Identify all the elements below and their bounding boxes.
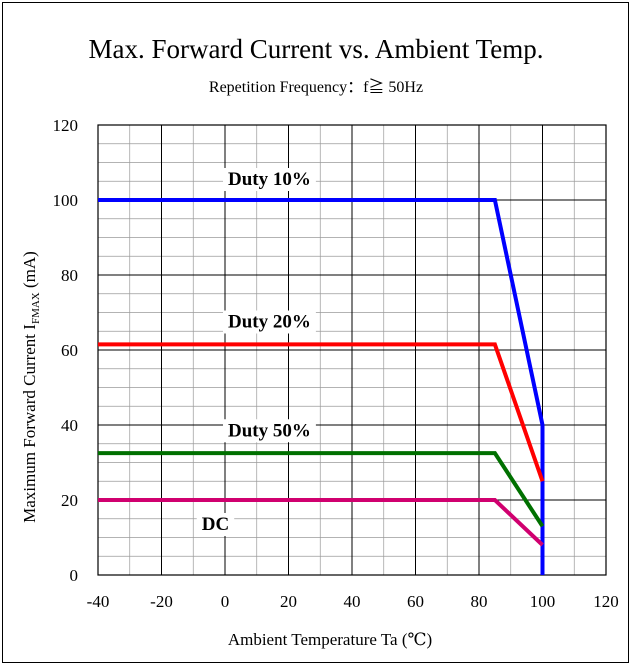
x-tick-label: 20 [280, 592, 297, 611]
x-axis-ticks: -40 -20 0 20 40 60 80 100 120 [87, 592, 619, 611]
y-axis-label-unit: (mA) [20, 251, 39, 292]
series-lines [98, 198, 545, 575]
series-label-background [223, 168, 316, 191]
series-label: Duty 20% [228, 312, 311, 333]
series-label-background [223, 419, 316, 443]
chart-title: Max. Forward Current vs. Ambient Temp. [88, 34, 543, 64]
series-line [98, 498, 544, 547]
x-tick-label: 100 [530, 592, 556, 611]
y-tick-label: 60 [61, 341, 78, 360]
series-line [98, 198, 545, 575]
plot-area [97, 124, 607, 576]
series-label: Duty 10% [228, 169, 311, 190]
y-axis-label-subscript: FMAX [30, 292, 42, 324]
x-axis-label: Ambient Temperature Ta (℃) [228, 630, 432, 649]
series-line [98, 451, 545, 528]
y-axis-label-main: Maximum Forward Current I [20, 324, 39, 523]
y-axis-label: Maximum Forward Current IFMAX (mA) [20, 251, 42, 523]
x-tick-label: -20 [150, 592, 173, 611]
x-tick-label: 60 [407, 592, 424, 611]
series-line [98, 342, 545, 482]
chart-subtitle: Repetition Frequency：f≧ 50Hz [209, 78, 423, 96]
y-tick-label: 100 [53, 191, 79, 210]
y-tick-label: 40 [61, 416, 78, 435]
series-label: DC [202, 514, 229, 535]
x-tick-label: 120 [593, 592, 619, 611]
x-tick-label: -40 [87, 592, 110, 611]
y-tick-label: 20 [61, 491, 78, 510]
y-tick-label: 120 [53, 116, 79, 135]
series-label-background [196, 513, 235, 536]
x-tick-label: 40 [344, 592, 361, 611]
y-tick-label: 80 [61, 266, 78, 285]
x-tick-label: 80 [471, 592, 488, 611]
series-label-background [223, 310, 316, 334]
series-label: Duty 50% [228, 420, 311, 441]
y-axis-ticks: 0 20 40 60 80 100 120 [53, 116, 79, 585]
y-tick-label: 0 [70, 566, 79, 585]
x-tick-label: 0 [221, 592, 230, 611]
series-labels: Duty 10% Duty 20% Duty 50% DC [196, 168, 316, 536]
